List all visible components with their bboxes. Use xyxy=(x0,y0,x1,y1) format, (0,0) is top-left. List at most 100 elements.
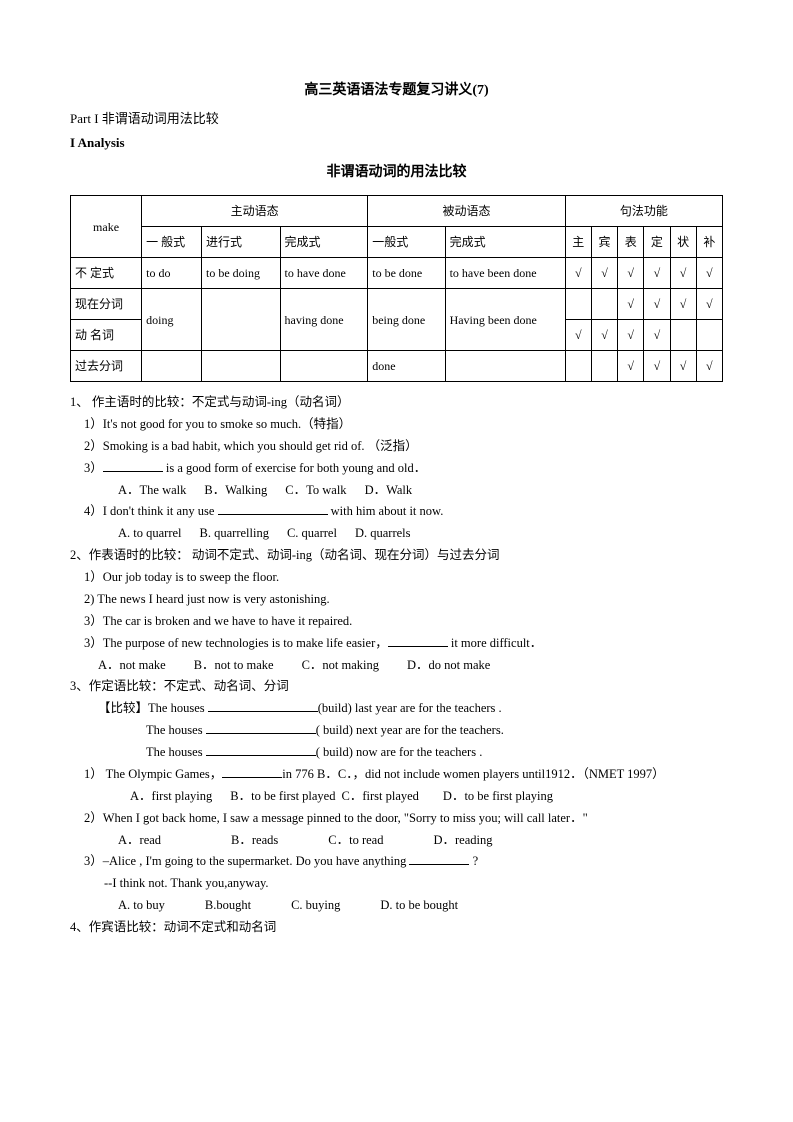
opt-a: A．read xyxy=(118,833,161,847)
check-cell: √ xyxy=(644,258,670,289)
check-cell: √ xyxy=(591,258,617,289)
cmp-label: 【比较】 xyxy=(98,701,148,715)
s3-q1-opts: A．first playingB．to be first playedC．fir… xyxy=(70,786,723,808)
text: with him about it now. xyxy=(328,504,444,518)
s2-l3: 3）The car is broken and we have to have … xyxy=(70,611,723,633)
opt-a: A．first playing xyxy=(130,789,212,803)
blank xyxy=(103,458,163,472)
opt-d: D. quarrels xyxy=(355,526,411,540)
opt-b: B.bought xyxy=(205,898,251,912)
cell: done xyxy=(368,351,445,382)
s1-l4-opts: A. to quarrelB. quarrellingC. quarrelD. … xyxy=(70,523,723,545)
cell xyxy=(142,351,202,382)
check-cell xyxy=(591,289,617,320)
check-cell: √ xyxy=(644,320,670,351)
sub-p-general: 一般式 xyxy=(368,227,445,258)
check-cell: √ xyxy=(696,289,722,320)
opt-b: B．to be first played xyxy=(230,789,335,803)
part-label: Part I 非谓语动词用法比较 xyxy=(70,109,723,129)
check-cell: √ xyxy=(618,351,644,382)
cell: to have done xyxy=(280,258,368,289)
s2-heading: 2、作表语时的比较： 动词不定式、动词-ing（动名词、现在分词）与过去分词 xyxy=(70,545,723,567)
opt-a: A. to buy xyxy=(118,898,165,912)
cell xyxy=(201,289,280,351)
row-infinitive: 不 定式 to do to be doing to have done to b… xyxy=(71,258,723,289)
text: ( build) now are for the teachers . xyxy=(316,745,483,759)
cell: to be doing xyxy=(201,258,280,289)
cell: doing xyxy=(142,289,202,351)
group-function: 句法功能 xyxy=(565,196,722,227)
s1-heading: 1、 作主语时的比较：不定式与动词-ing（动名词） xyxy=(70,392,723,414)
s1-l3-opts: A．The walkB．WalkingC．To walkD．Walk xyxy=(70,480,723,502)
s3-q3r: --I think not. Thank you,anyway. xyxy=(70,873,723,895)
s3-c2: The houses ( build) next year are for th… xyxy=(70,720,723,742)
check-cell: √ xyxy=(670,258,696,289)
s3-q3-opts: A. to buyB.boughtC. buyingD. to be bough… xyxy=(70,895,723,917)
table-header-row-1: make 主动语态 被动语态 句法功能 xyxy=(71,196,723,227)
sub-adv: 状 xyxy=(670,227,696,258)
check-cell xyxy=(565,351,591,382)
text: in 776 B．C．，did not include women player… xyxy=(282,767,664,781)
text: The houses xyxy=(146,723,206,737)
row-label: 动 名词 xyxy=(71,320,142,351)
text: (build) last year are for the teachers . xyxy=(318,701,502,715)
blank xyxy=(206,720,316,734)
cell: being done xyxy=(368,289,445,351)
main-title: 高三英语语法专题复习讲义(7) xyxy=(70,80,723,101)
blank xyxy=(222,764,282,778)
section-title: 非谓语动词的用法比较 xyxy=(70,162,723,183)
text: ? xyxy=(469,854,478,868)
check-cell: √ xyxy=(644,351,670,382)
blank xyxy=(388,633,448,647)
s3-heading: 3、作定语比较：不定式、动名词、分词 xyxy=(70,676,723,698)
text: 4）I don't think it any use xyxy=(84,504,218,518)
s4-heading: 4、作宾语比较：动词不定式和动名词 xyxy=(70,917,723,939)
sub-perfect: 完成式 xyxy=(280,227,368,258)
check-cell: √ xyxy=(618,258,644,289)
cell: to do xyxy=(142,258,202,289)
s1-l3: 3） is a good form of exercise for both y… xyxy=(70,458,723,480)
opt-d: D．Walk xyxy=(365,483,413,497)
opt-a: A. to quarrel xyxy=(118,526,182,540)
check-cell: √ xyxy=(565,258,591,289)
cell: to have been done xyxy=(445,258,565,289)
sub-comp: 补 xyxy=(696,227,722,258)
s1-l1: 1）It's not good for you to smoke so much… xyxy=(70,414,723,436)
check-cell xyxy=(565,289,591,320)
row-label: 现在分词 xyxy=(71,289,142,320)
s2-l4: 3）The purpose of new technologies is to … xyxy=(70,633,723,655)
cell: Having been done xyxy=(445,289,565,351)
opt-b: B. quarrelling xyxy=(200,526,269,540)
s3-q2-opts: A．readB．readsC．to readD．reading xyxy=(70,830,723,852)
opt-d: D. to be bought xyxy=(380,898,458,912)
body-content: 1、 作主语时的比较：不定式与动词-ing（动名词） 1）It's not go… xyxy=(70,392,723,939)
sub-obj: 宾 xyxy=(591,227,617,258)
text: it more difficult． xyxy=(448,636,543,650)
s3-q2: 2）When I got back home, I saw a message … xyxy=(70,808,723,830)
sub-subj: 主 xyxy=(565,227,591,258)
check-cell: √ xyxy=(618,320,644,351)
text: 3） xyxy=(84,461,103,475)
check-cell xyxy=(696,320,722,351)
check-cell: √ xyxy=(565,320,591,351)
comparison-table: make 主动语态 被动语态 句法功能 一 般式 进行式 完成式 一般式 完成式… xyxy=(70,195,723,382)
check-cell: √ xyxy=(696,258,722,289)
check-cell: √ xyxy=(644,289,670,320)
sub-general: 一 般式 xyxy=(142,227,202,258)
corner-cell: make xyxy=(71,196,142,258)
text: 3）The purpose of new technologies is to … xyxy=(84,636,388,650)
s2-l4-opts: A．not makeB．not to makeC．not makingD．do … xyxy=(70,655,723,677)
row-present-participle: 现在分词 doing having done being done Having… xyxy=(71,289,723,320)
cell xyxy=(445,351,565,382)
text: 1） The Olympic Games， xyxy=(84,767,222,781)
check-cell: √ xyxy=(591,320,617,351)
opt-b: B．not to make xyxy=(194,658,274,672)
text: The houses xyxy=(148,701,208,715)
blank xyxy=(218,501,328,515)
row-past-participle: 过去分词 done √ √ √ √ xyxy=(71,351,723,382)
opt-a: A．The walk xyxy=(118,483,186,497)
s1-l2: 2）Smoking is a bad habit, which you shou… xyxy=(70,436,723,458)
sub-attr: 定 xyxy=(644,227,670,258)
s1-l4: 4）I don't think it any use with him abou… xyxy=(70,501,723,523)
s3-c1: 【比较】The houses (build) last year are for… xyxy=(70,698,723,720)
